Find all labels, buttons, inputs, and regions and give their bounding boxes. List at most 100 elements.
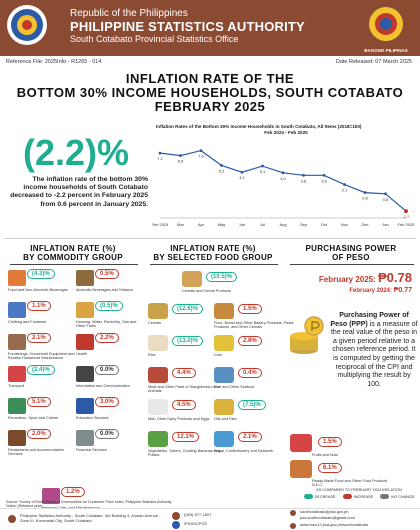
commodity-label: Restaurants and Accommodation Services <box>8 448 64 457</box>
x-tick-label: Feb 2025 <box>398 222 416 227</box>
food-group-value: (10.5)% <box>206 272 238 282</box>
food-title-line-2: BY SELECTED FOOD GROUP <box>153 253 273 262</box>
email-icon <box>290 510 296 516</box>
data-point <box>179 154 182 157</box>
x-tick-label: Jun <box>239 222 245 227</box>
house-icon <box>76 302 94 318</box>
food-group-label: Flour, Bread and Other Bakery Products, … <box>214 321 294 330</box>
data-label: 7.6 <box>198 154 204 159</box>
commodity-item: (4.3)% Food and Non-Alcoholic Beverages <box>8 268 74 298</box>
meat-icon <box>148 367 168 383</box>
footer-social[interactable]: /PSASCPSO <box>184 521 208 526</box>
ppp-food-value: 6.1% <box>318 463 342 473</box>
commodity-value: 2.1% <box>27 333 51 343</box>
website-icon <box>290 523 296 529</box>
commodity-label: Financial Services <box>76 448 107 452</box>
food-group-label: Fish and Other Seafood <box>214 385 255 389</box>
ppp-description-term: Purchasing Power of Peso (PPP) <box>330 312 409 328</box>
commodity-value: 1.1% <box>27 301 51 311</box>
agency-name: PHILIPPINE STATISTICS AUTHORITY <box>70 19 305 34</box>
source-subnote: Notes: (Rebased year) <box>6 504 43 509</box>
food-rule <box>150 264 278 265</box>
no-change-swatch <box>380 494 390 499</box>
food-group-value: 2.1% <box>238 432 262 442</box>
food-group-value: 0.4% <box>238 368 262 378</box>
legend-no-change: NO CHANGE <box>380 494 414 499</box>
rice-icon <box>148 335 168 351</box>
bagong-pilipinas-logo: BAGONG PILIPINAS <box>362 3 410 53</box>
trend-legend: AS COMPARED TO FEBRUARY 2024 INFLATION D… <box>300 488 418 499</box>
data-point <box>363 191 367 194</box>
ready-food-icon <box>290 460 312 478</box>
data-label: 3.6 <box>321 178 327 183</box>
commodity-item: 2.0% Restaurants and Accommodation Servic… <box>8 428 74 458</box>
commodity-title-line-1: INFLATION RATE (%) <box>30 244 116 253</box>
data-point <box>261 164 264 168</box>
commodity-value: 5.1% <box>27 397 51 407</box>
legend-decrease: DECREASE <box>303 494 336 499</box>
food-group-item: 1.5% Flour, Bread and Other Bakery Produc… <box>214 300 294 330</box>
commodity-label: Education Services <box>76 416 109 420</box>
data-point <box>404 209 408 214</box>
reference-file: Reference File: 2025Info - R1265 - 014 <box>6 59 102 65</box>
republic-text: Republic of the Philippines <box>70 8 188 19</box>
food-group-item: (13.0)% Rice <box>148 332 228 362</box>
inflation-series-line <box>159 149 407 212</box>
ppp-section-title: PURCHASING POWER OF PESO <box>286 244 416 262</box>
footer-address: Philippine Statistics Authority - South … <box>20 513 160 523</box>
commodity-value: 1.2% <box>61 487 85 497</box>
food-group-label: Cereals <box>148 321 162 325</box>
ppp-feb2025-value: ₱0.78 <box>378 270 412 285</box>
food-group-item: (7.5)% Oils and Fats <box>214 396 294 426</box>
commodity-item: 3.0% Education Services <box>76 396 142 426</box>
commodity-value: 2.2% <box>95 333 119 343</box>
x-tick-label: Sep <box>300 222 308 227</box>
food-group-label: Sugar, Confectionery and Desserts <box>214 449 273 453</box>
x-tick-label: Oct <box>321 222 328 227</box>
food-group-item: 4.5% Milk, Other Dairy Products and Eggs <box>148 396 228 426</box>
data-point <box>240 170 244 174</box>
footer-email-2[interactable]: psa.southcotabato@gmail.com <box>300 515 355 520</box>
sofa-icon <box>8 334 26 350</box>
grain-icon <box>148 303 168 319</box>
commodity-value: 0.0% <box>95 365 119 375</box>
data-label: 0.8 <box>362 196 368 201</box>
data-label: 0.6 <box>383 197 389 202</box>
decrease-swatch <box>303 494 313 499</box>
footer-phone[interactable]: (083) 877-1807 <box>184 512 212 517</box>
data-point <box>158 151 162 155</box>
bread-icon <box>214 303 234 319</box>
x-tick-label: May <box>218 222 226 227</box>
ppp-food-label: Fruits and Nuts <box>312 453 338 457</box>
commodity-item: 5.1% Recreation, Sport and Culture <box>8 396 74 426</box>
commodity-label: Recreation, Sport and Culture <box>8 416 59 420</box>
data-label: -2.2 <box>403 214 411 219</box>
sugar-icon <box>214 431 234 447</box>
data-point <box>281 171 285 175</box>
ppp-feb2025: February 2025: ₱0.78 <box>282 270 412 285</box>
phone-icon <box>172 512 180 520</box>
ppp-feb2024-label: February 2024: <box>349 288 393 294</box>
legend-no-change-label: NO CHANGE <box>391 494 415 499</box>
commodity-item: 0.0% Information and Communication <box>76 364 142 394</box>
footer-email[interactable]: southcotabato@psa.gov.ph <box>300 509 349 514</box>
commodity-value: 0.0% <box>95 429 119 439</box>
fruit-icon <box>290 434 312 452</box>
x-tick-label: Jul <box>260 222 265 227</box>
commodity-label: Furnishings, Household Equipment and Rou… <box>8 352 75 361</box>
chart-title-main: Inflation Rates of the Bottom 30% Income… <box>156 124 362 129</box>
food-group-item: 4.4% Meat and Other Parts of Slaughtered … <box>148 364 228 394</box>
legend-caption: AS COMPARED TO FEBRUARY 2024 INFLATION <box>316 488 402 492</box>
commodity-item: 2.2% Health <box>76 332 142 362</box>
commodity-item: (2.4)% Transport <box>8 364 74 394</box>
car-icon <box>8 366 26 382</box>
chart-title: Inflation Rates of the Bottom 30% Income… <box>156 124 416 135</box>
footer-website[interactable]: www.rsso12.psa.gov.ph/southcotabato <box>300 522 369 527</box>
oil-icon <box>214 399 234 415</box>
food-group-label: Corn <box>214 353 223 357</box>
food-group-value: 12.1% <box>172 432 200 442</box>
data-point <box>322 173 326 177</box>
title-line-2: BOTTOM 30% INCOME HOUSEHOLDS, SOUTH COTA… <box>16 85 404 100</box>
data-label: 3.6 <box>301 178 307 183</box>
title-line-1: INFLATION RATE OF THE <box>125 71 295 86</box>
